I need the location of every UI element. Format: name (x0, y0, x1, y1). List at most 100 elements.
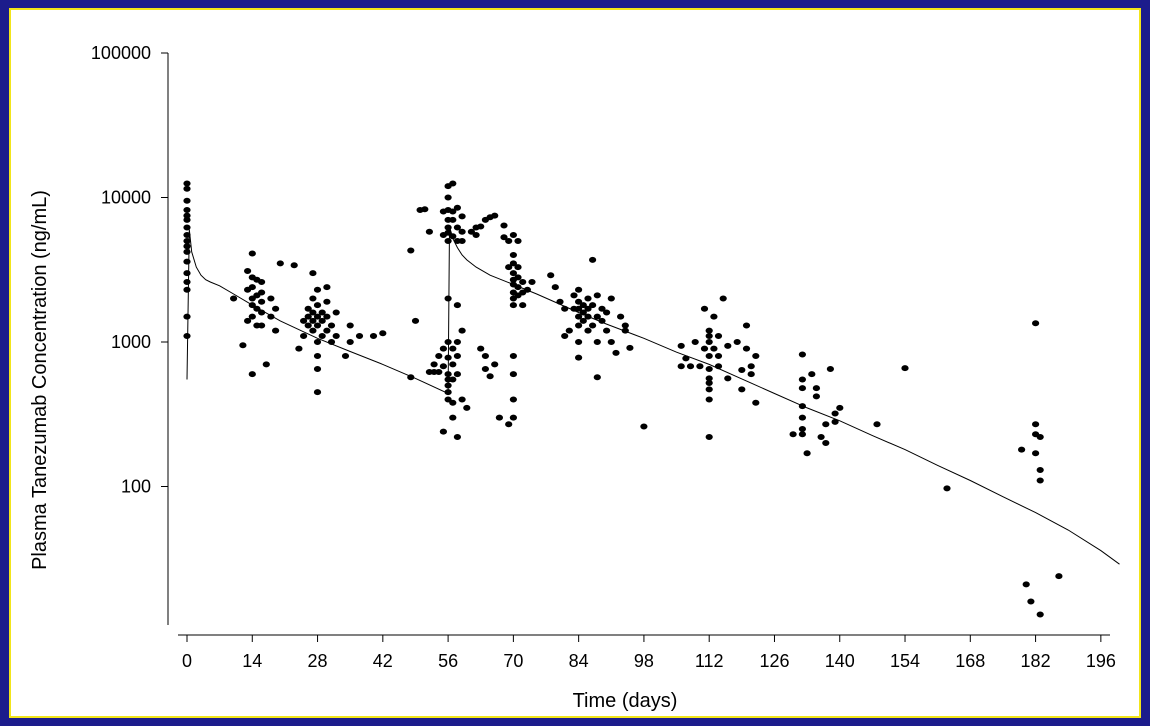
data-point (798, 351, 807, 358)
data-point (677, 342, 685, 349)
data-point (575, 339, 583, 345)
x-axis-title: Time (days) (573, 690, 678, 712)
data-point (705, 380, 713, 386)
data-point (449, 361, 457, 368)
data-point (183, 243, 191, 250)
data-point (523, 286, 532, 293)
data-point (290, 262, 298, 269)
plot-line (186, 226, 1120, 565)
data-point (248, 250, 256, 257)
data-point (798, 376, 807, 383)
axes (167, 53, 1110, 636)
data-point (1032, 450, 1040, 457)
data-point (584, 327, 592, 334)
data-point (747, 363, 755, 370)
data-point (304, 322, 312, 329)
data-point (491, 212, 499, 219)
data-point (621, 327, 629, 334)
data-point (603, 327, 611, 334)
x-tick-label: 168 (955, 651, 985, 671)
data-point (752, 399, 760, 406)
data-point (183, 185, 191, 192)
data-point (556, 298, 564, 305)
data-point (584, 305, 592, 312)
data-point (798, 385, 807, 392)
data-point (798, 414, 807, 421)
data-point (798, 426, 807, 432)
data-point (798, 403, 807, 410)
x-ticks: 0 14 28 42 56 70 84 98 112 126 140 154 168 182 196 (182, 635, 1116, 671)
data-point (705, 375, 713, 382)
data-point (346, 322, 354, 329)
data-point (439, 345, 447, 352)
data-point (724, 375, 732, 382)
data-point (822, 421, 830, 428)
data-point (183, 313, 191, 320)
data-point (425, 228, 433, 235)
x-tick-label: 196 (1086, 651, 1116, 671)
data-point (444, 194, 452, 201)
data-point (607, 339, 615, 345)
data-point (248, 313, 256, 320)
data-point (453, 371, 461, 378)
data-point (500, 234, 508, 241)
x-tick-label: 112 (695, 651, 724, 671)
data-point (700, 345, 709, 352)
data-point (318, 333, 326, 339)
data-point (575, 286, 583, 293)
data-point (593, 292, 601, 299)
data-point (481, 366, 489, 372)
data-point (612, 349, 620, 356)
data-point (514, 238, 522, 244)
data-point (509, 232, 517, 238)
y-tick-label: 1000 (111, 332, 151, 352)
data-point (458, 228, 466, 235)
data-point (495, 414, 503, 421)
data-point (267, 313, 275, 320)
data-point (453, 353, 461, 359)
data-point (500, 222, 508, 229)
data-point (430, 361, 438, 368)
data-point (738, 386, 746, 393)
data-point (183, 197, 191, 204)
data-point (812, 393, 821, 400)
data-point (253, 305, 261, 312)
data-point (1036, 477, 1044, 484)
data-point (1032, 421, 1040, 428)
data-point (313, 322, 322, 329)
data-point (528, 279, 536, 285)
x-tick-label: 14 (242, 651, 262, 671)
data-point (444, 339, 452, 345)
data-point (710, 313, 718, 320)
x-tick-label: 140 (825, 651, 855, 671)
data-point (593, 374, 601, 381)
data-point (509, 252, 517, 258)
data-point (435, 353, 443, 359)
data-point (458, 327, 466, 334)
data-point (323, 327, 331, 334)
data-point (453, 204, 461, 211)
data-point (789, 431, 797, 438)
data-point (439, 363, 447, 370)
data-point (514, 284, 522, 291)
plot-points (183, 180, 1063, 618)
data-point (481, 353, 489, 359)
data-point (449, 376, 457, 383)
data-point (267, 295, 275, 302)
data-point (295, 345, 303, 352)
data-point (313, 353, 322, 359)
data-point (244, 317, 252, 324)
data-point (332, 309, 340, 316)
data-point (491, 361, 499, 368)
data-point (183, 180, 191, 187)
data-point (313, 286, 322, 293)
data-point (519, 302, 527, 309)
data-point (509, 396, 517, 403)
data-point (598, 317, 606, 324)
data-point (593, 313, 601, 320)
data-point (230, 295, 238, 302)
data-point (812, 385, 821, 392)
y-tick-label: 10000 (101, 188, 151, 208)
data-point (584, 313, 592, 320)
data-point (318, 317, 326, 324)
